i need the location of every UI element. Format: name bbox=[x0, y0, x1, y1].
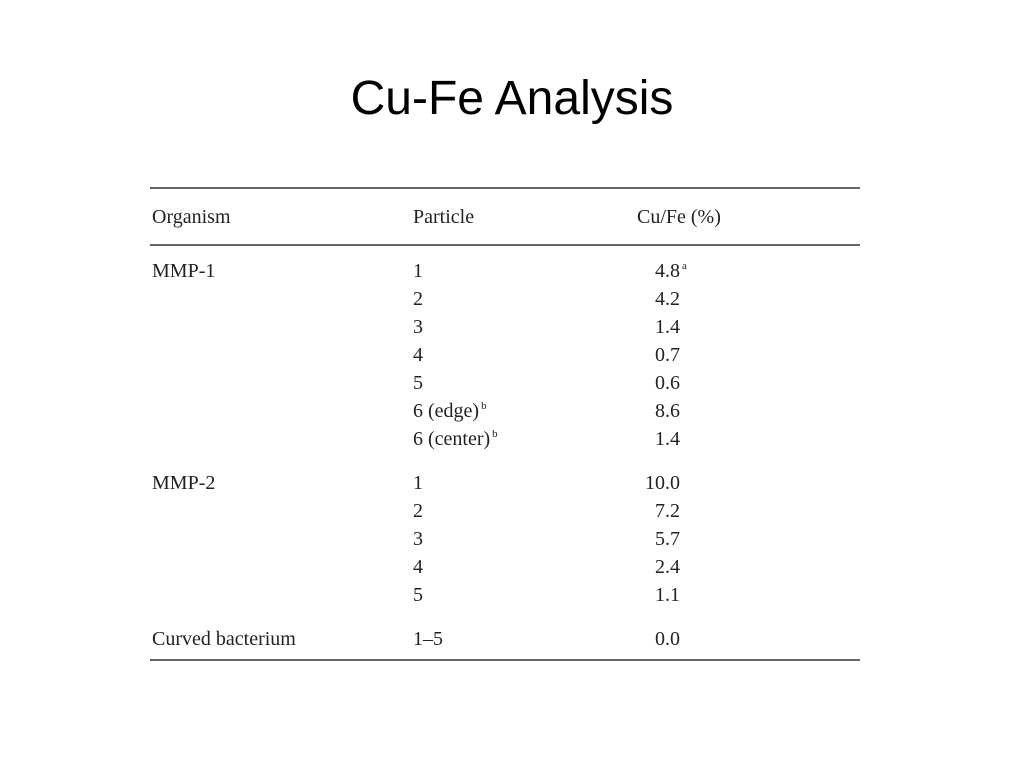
footnote-mark: b bbox=[481, 400, 487, 412]
column-header: Cu/Fe (%) bbox=[637, 206, 721, 228]
slide-title: Cu-Fe Analysis bbox=[351, 72, 674, 125]
particle-cell: 1 bbox=[413, 472, 423, 494]
value-cell: 5.7 bbox=[655, 528, 680, 550]
organism-cell: MMP-1 bbox=[152, 260, 215, 282]
particle-cell: 3 bbox=[413, 316, 423, 338]
particle-cell: 6 (center) bbox=[413, 428, 490, 450]
column-header: Organism bbox=[152, 206, 231, 228]
value-cell: 7.2 bbox=[655, 500, 680, 522]
value-cell: 1.4 bbox=[655, 316, 680, 338]
organism-cell: Curved bacterium bbox=[152, 628, 296, 650]
value-cell: 4.2 bbox=[655, 288, 680, 310]
value-cell: 0.7 bbox=[655, 344, 680, 366]
particle-cell: 1 bbox=[413, 260, 423, 282]
organism-cell: MMP-2 bbox=[152, 472, 215, 494]
particle-cell: 2 bbox=[413, 500, 423, 522]
value-cell: 0.0 bbox=[655, 628, 680, 650]
value-cell: 4.8 bbox=[655, 260, 680, 282]
footnote-mark: a bbox=[682, 260, 687, 272]
particle-cell: 4 bbox=[413, 556, 423, 578]
value-cell: 2.4 bbox=[655, 556, 680, 578]
particle-cell: 5 bbox=[413, 372, 423, 394]
particle-cell: 5 bbox=[413, 584, 423, 606]
particle-cell: 1–5 bbox=[413, 628, 443, 650]
column-header: Particle bbox=[413, 206, 474, 228]
particle-cell: 3 bbox=[413, 528, 423, 550]
particle-cell: 4 bbox=[413, 344, 423, 366]
particle-cell: 2 bbox=[413, 288, 423, 310]
value-cell: 10.0 bbox=[645, 472, 680, 494]
particle-cell: 6 (edge) bbox=[413, 400, 479, 422]
value-cell: 0.6 bbox=[655, 372, 680, 394]
value-cell: 8.6 bbox=[655, 400, 680, 422]
value-cell: 1.1 bbox=[655, 584, 680, 606]
value-cell: 1.4 bbox=[655, 428, 680, 450]
footnote-mark: b bbox=[492, 428, 498, 440]
